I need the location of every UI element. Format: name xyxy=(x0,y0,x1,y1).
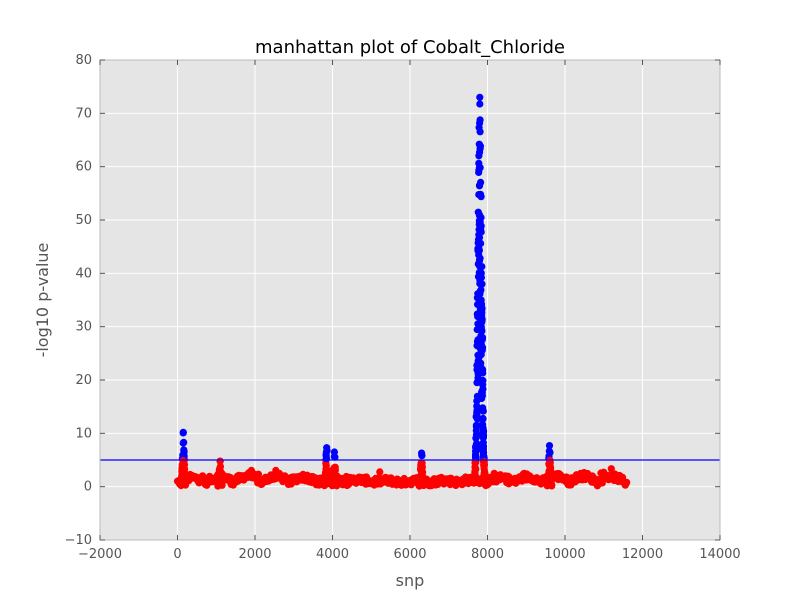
snp-point xyxy=(179,428,187,436)
snp-point xyxy=(476,93,484,101)
snp-point xyxy=(474,208,482,216)
y-axis-label: -log10 p-value xyxy=(33,243,52,358)
snp-point xyxy=(179,439,187,447)
snp-point xyxy=(480,472,489,480)
snp-point xyxy=(330,448,339,456)
snp-point xyxy=(476,116,484,124)
snp-point xyxy=(474,236,483,244)
snp-point xyxy=(479,414,487,423)
snp-point xyxy=(477,228,485,236)
snp-point xyxy=(546,461,554,469)
snp-point xyxy=(215,467,223,476)
snp-point xyxy=(475,246,484,254)
snp-point xyxy=(479,366,487,374)
snp-point xyxy=(475,123,483,132)
snp-point xyxy=(479,381,487,389)
axis-ticks xyxy=(99,59,721,541)
y-tick-label: 80 xyxy=(75,53,92,68)
snp-point xyxy=(478,389,486,397)
y-tick-label: 70 xyxy=(75,106,92,121)
snp-point xyxy=(476,262,484,270)
snp-point xyxy=(471,476,479,484)
snp-point xyxy=(474,313,482,321)
x-tick-label: 12000 xyxy=(622,547,663,562)
snp-point xyxy=(181,477,189,486)
y-tick-label: 20 xyxy=(75,373,92,388)
snp-point xyxy=(476,287,485,295)
snp-point xyxy=(218,481,226,489)
x-tick-label: 14000 xyxy=(699,547,740,562)
snp-point xyxy=(472,413,480,421)
snp-point xyxy=(547,469,555,477)
snp-point xyxy=(479,446,487,454)
snp-point xyxy=(320,482,329,490)
snp-point xyxy=(476,100,484,108)
y-tick-label: −10 xyxy=(65,533,92,548)
snp-point xyxy=(330,465,338,474)
snp-point xyxy=(473,402,481,410)
x-tick-label: 8000 xyxy=(471,547,504,562)
y-tick-labels: −10 0 10 20 30 40 50 60 70 80 xyxy=(65,53,92,548)
snp-point xyxy=(474,360,482,368)
snp-point xyxy=(475,181,484,189)
x-tick-label: 4000 xyxy=(316,547,349,562)
snp-point xyxy=(476,145,484,153)
snp-point xyxy=(476,276,484,284)
y-tick-label: 40 xyxy=(75,266,92,281)
y-tick-label: 0 xyxy=(84,480,92,495)
chart-title: manhattan plot of Cobalt_Chloride xyxy=(255,37,565,58)
snp-point xyxy=(546,448,554,457)
y-tick-label: 10 xyxy=(75,426,92,441)
snp-point xyxy=(215,476,223,484)
snp-point xyxy=(480,460,488,468)
x-tick-label: 10000 xyxy=(544,547,585,562)
snp-point xyxy=(475,166,483,174)
snp-point xyxy=(329,478,337,486)
snp-point xyxy=(472,447,480,455)
snp-point xyxy=(474,351,482,359)
snp-point xyxy=(322,455,331,463)
snp-point xyxy=(543,482,551,490)
snp-point xyxy=(216,457,224,465)
snp-point xyxy=(479,427,488,435)
x-axis-label: snp xyxy=(396,571,425,590)
snp-point xyxy=(323,444,331,452)
snp-point xyxy=(478,334,487,342)
x-tick-label: 2000 xyxy=(238,547,271,562)
snp-point xyxy=(477,269,485,277)
snp-point xyxy=(417,466,425,474)
y-tick-label: 50 xyxy=(75,213,92,228)
snp-point xyxy=(479,407,487,415)
snp-point xyxy=(474,374,482,382)
snp-point xyxy=(477,339,485,348)
snp-point xyxy=(178,465,186,473)
snp-point xyxy=(479,433,488,442)
snp-point xyxy=(478,420,486,429)
y-tick-label: 60 xyxy=(75,160,92,175)
snp-point xyxy=(322,469,330,478)
snp-point xyxy=(376,468,384,476)
snp-point xyxy=(471,470,479,478)
snp-point xyxy=(472,430,481,439)
snp-point xyxy=(418,449,426,457)
x-tick-label: −2000 xyxy=(78,547,122,562)
snp-point xyxy=(475,152,483,160)
data-points xyxy=(173,93,631,490)
y-tick-label: 30 xyxy=(75,320,92,335)
snp-point xyxy=(623,478,631,487)
snp-point xyxy=(475,191,483,199)
snp-point xyxy=(545,442,554,450)
snp-point xyxy=(476,303,484,312)
x-tick-label: 6000 xyxy=(393,547,426,562)
x-tick-labels: −2000 0 2000 4000 6000 8000 10000 12000 14000 xyxy=(78,547,741,562)
snp-point xyxy=(419,478,427,486)
x-tick-label: 0 xyxy=(173,547,181,562)
